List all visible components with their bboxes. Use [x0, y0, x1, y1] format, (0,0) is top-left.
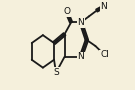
- Text: O: O: [63, 7, 70, 16]
- Text: N: N: [78, 52, 84, 61]
- Text: N: N: [101, 2, 107, 11]
- Text: S: S: [53, 68, 59, 77]
- Text: Cl: Cl: [100, 50, 109, 59]
- Text: N: N: [78, 18, 84, 27]
